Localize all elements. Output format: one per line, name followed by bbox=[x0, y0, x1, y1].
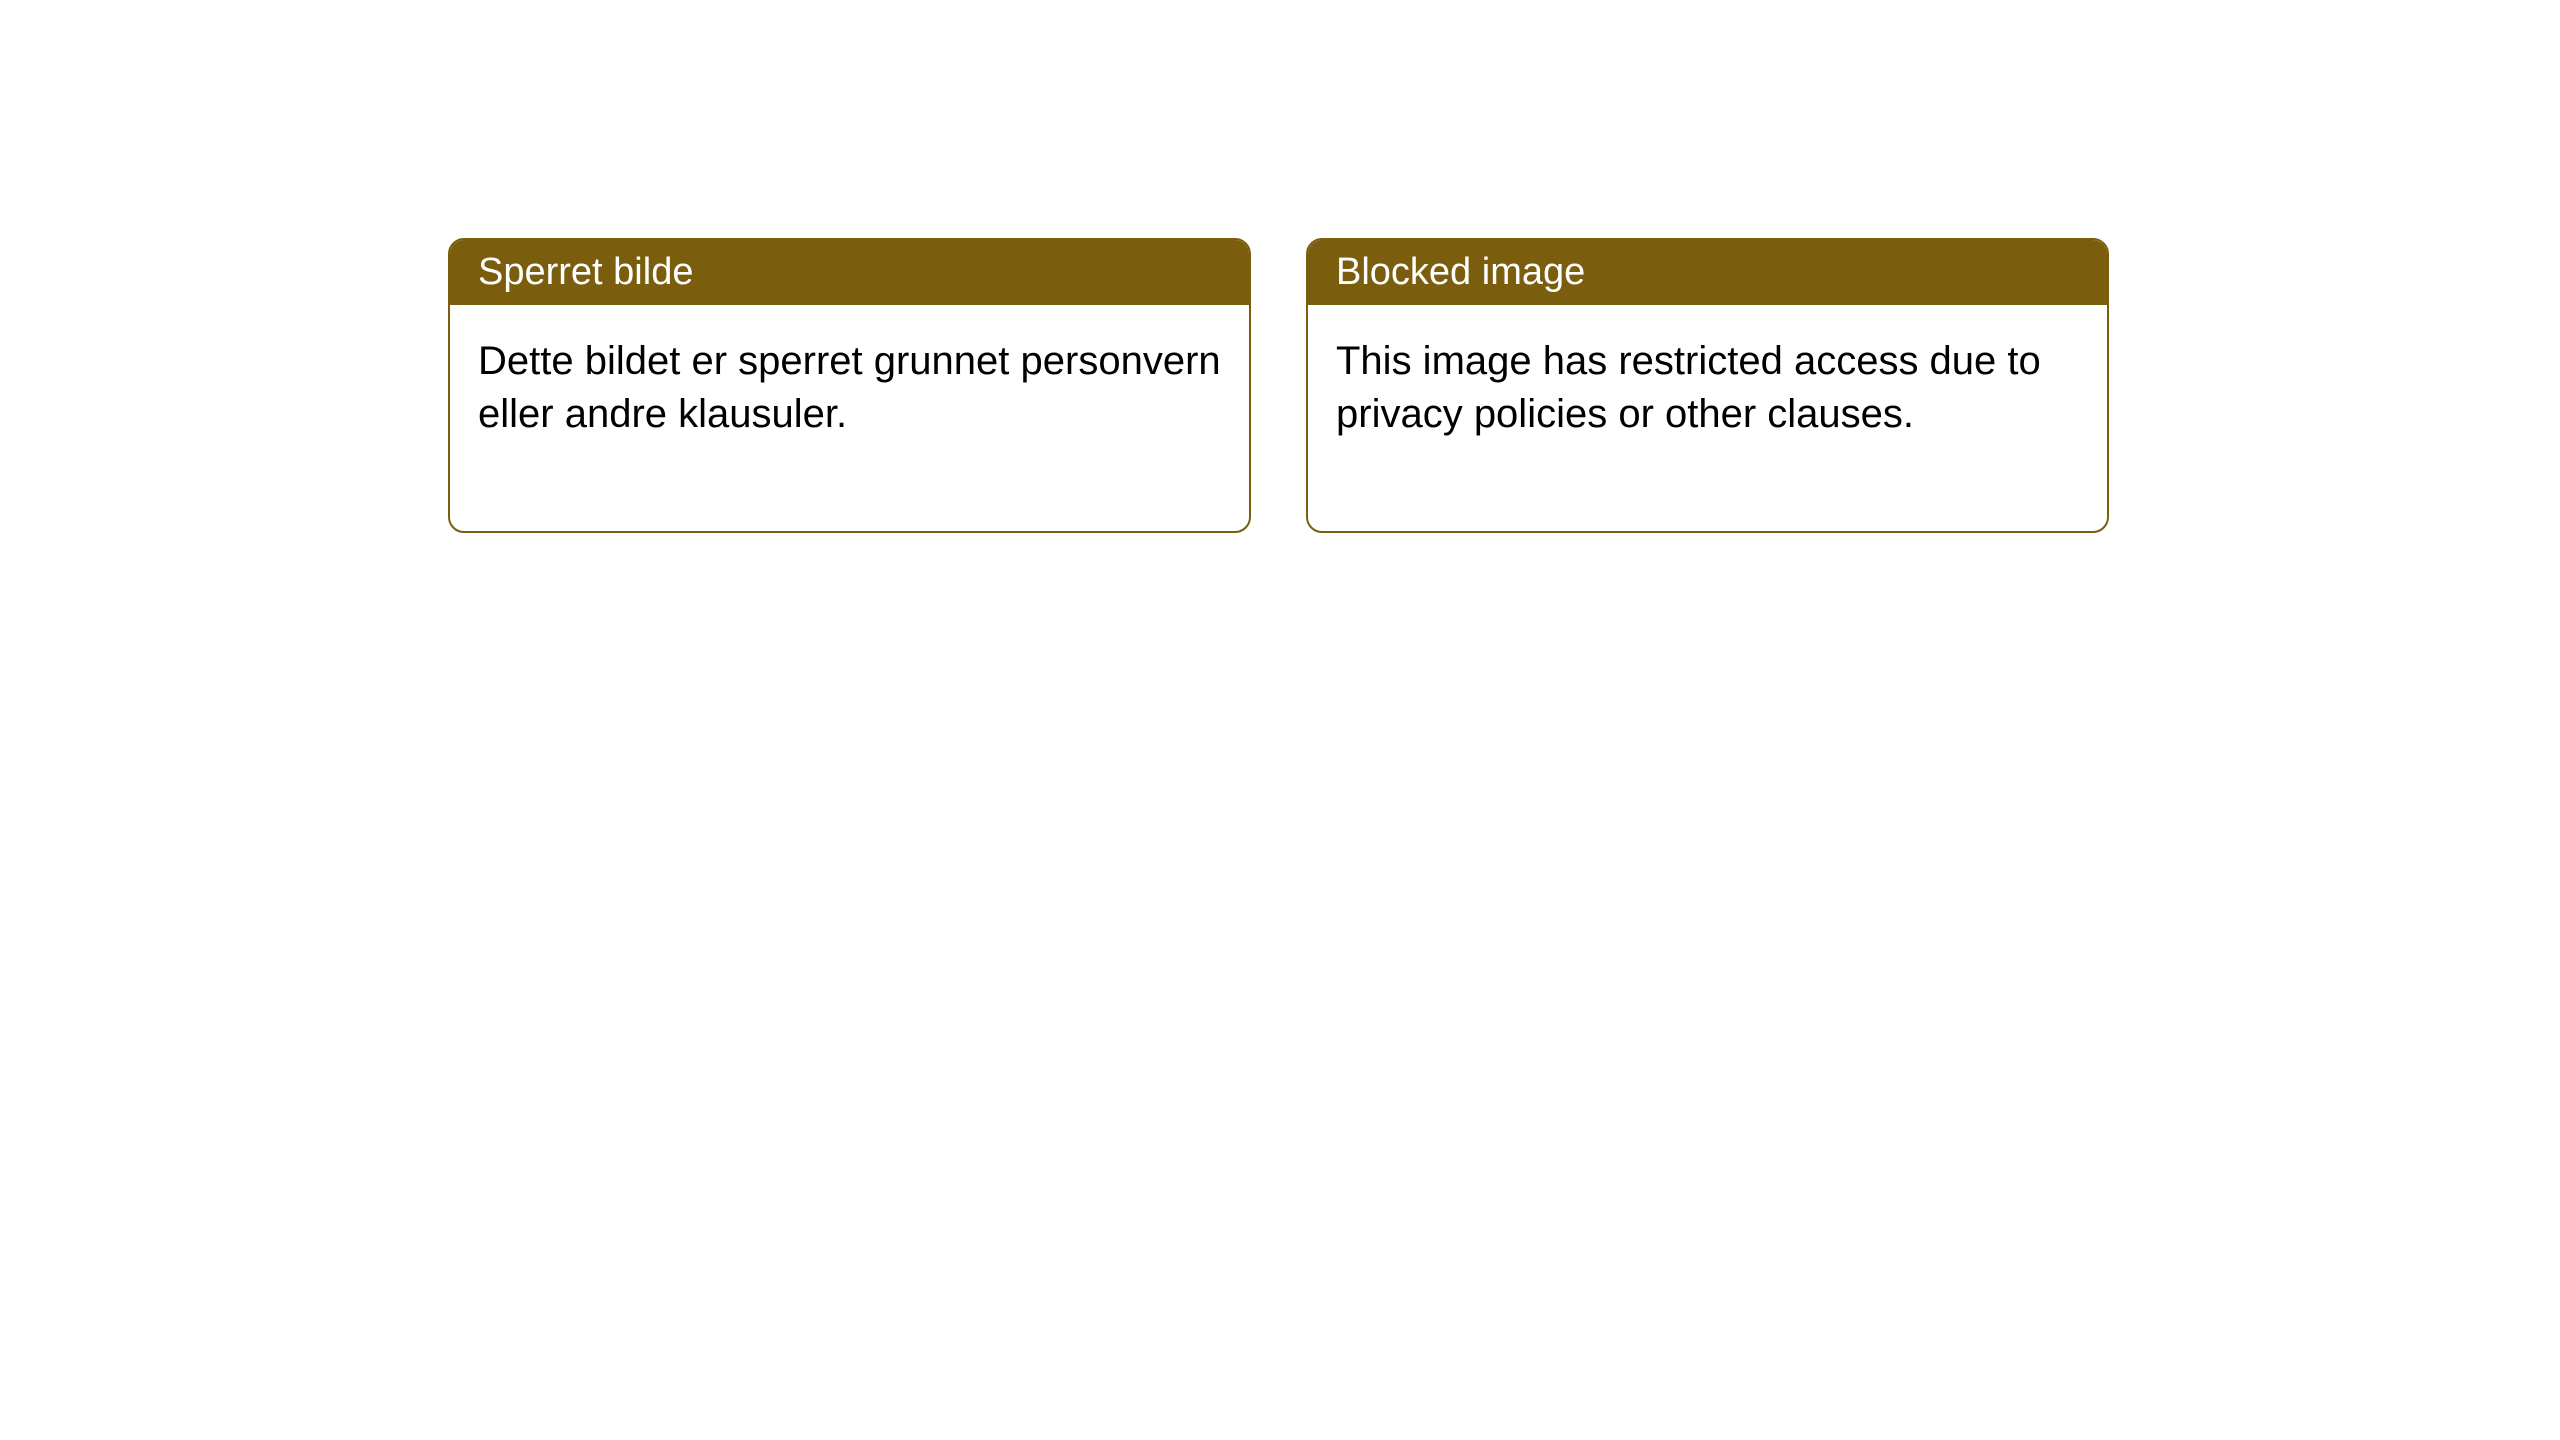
notice-body-english: This image has restricted access due to … bbox=[1308, 305, 2107, 531]
notice-header-english: Blocked image bbox=[1308, 240, 2107, 305]
notice-card-english: Blocked image This image has restricted … bbox=[1306, 238, 2109, 533]
notice-header-norwegian: Sperret bilde bbox=[450, 240, 1249, 305]
notice-body-norwegian: Dette bildet er sperret grunnet personve… bbox=[450, 305, 1249, 531]
notice-card-norwegian: Sperret bilde Dette bildet er sperret gr… bbox=[448, 238, 1251, 533]
notice-container: Sperret bilde Dette bildet er sperret gr… bbox=[448, 238, 2109, 533]
